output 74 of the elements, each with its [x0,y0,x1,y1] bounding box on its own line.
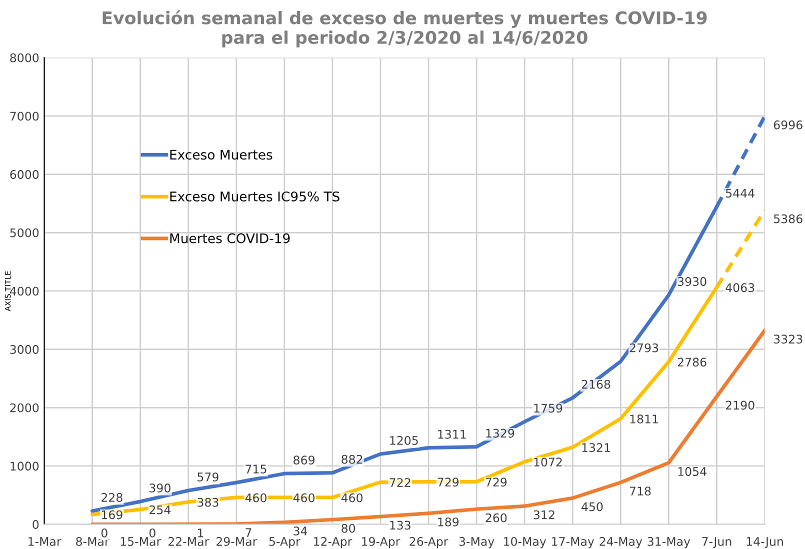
data-label: 0 [149,528,156,538]
data-label: 254 [150,505,171,514]
x-tick-label: 1-Mar [28,537,62,546]
data-label: 1 [198,528,204,538]
data-label: 718 [630,486,651,496]
x-tick-label: 15-Mar [120,537,162,546]
data-label: 189 [438,517,459,526]
data-label: 1329 [486,428,514,438]
y-tick-label: 3000 [10,345,39,354]
data-label: 460 [341,493,363,502]
data-label: 460 [245,493,266,502]
data-label: 2168 [582,380,610,389]
data-label: 729 [486,478,507,487]
data-label: 80 [342,524,356,533]
data-label: 1205 [390,436,418,445]
data-label: 6996 [774,120,802,130]
legend-label: Muertes COVID-19 [170,233,290,244]
data-label: 228 [102,492,122,502]
x-tick-label: 26-Apr [410,537,448,548]
data-label: 312 [534,510,554,520]
data-label: 1072 [534,458,562,467]
x-tick-label: 10-May [504,537,546,548]
x-tick-label: 31-May [648,537,690,548]
data-label: 869 [294,456,314,465]
data-label: 1054 [678,467,706,476]
data-label: 383 [198,498,218,507]
data-label: 7 [246,528,252,537]
data-label: 460 [293,493,315,502]
data-label: 3323 [774,334,802,344]
data-label: 3930 [678,277,706,286]
data-label: 4063 [726,283,754,292]
data-label: 729 [438,478,459,487]
x-tick-label: 5-Apr [269,537,300,548]
data-label: 169 [102,510,122,520]
data-label: 5444 [726,188,754,198]
x-tick-label: 17-May [552,537,594,548]
data-label: 579 [198,472,218,482]
data-label: 450 [582,502,603,512]
data-label: 2190 [726,400,754,410]
data-label: 1311 [438,430,466,439]
x-tick-label: 3-May [459,537,494,548]
x-tick-label: 29-Mar [216,537,258,546]
data-label: 2793 [630,343,658,352]
data-label: 133 [390,520,410,530]
data-label: 1759 [534,404,562,413]
data-label: 1811 [630,414,658,424]
data-label: 0 [101,528,108,538]
x-tick-label: 22-Mar [168,537,210,546]
data-label: 1321 [582,443,610,452]
data-label: 390 [150,484,170,492]
y-tick-label: 2000 [10,403,39,412]
x-tick-label: 7-Jun [702,537,732,548]
data-label: 34 [294,526,308,536]
data-label: 260 [486,513,507,522]
y-tick-label: 1000 [10,462,39,471]
x-tick-label: 12-Apr [314,537,352,548]
y-tick-label: 8000 [10,53,39,62]
data-label: 882 [342,454,362,464]
y-tick-label: 6000 [10,170,39,179]
data-label: 715 [246,464,266,474]
data-label: 2786 [678,358,706,367]
data-label: 722 [390,478,410,487]
y-tick-label: 5000 [10,228,39,238]
chart-title: Evolución semanal de exceso de muertes y muertes COVID-19 para el periodo 2/3/2020 al 14/6/2020 [102,10,707,48]
y-tick-label: 4000 [10,286,39,296]
x-tick-label: 8-Mar [76,537,110,546]
legend-label: Exceso Muertes [170,150,272,160]
data-label: 5386 [774,214,802,224]
x-tick-label: 19-Apr [362,537,400,548]
x-tick-label: 24-May [600,537,642,548]
x-tick-label: 14-Jun [746,537,783,548]
y-tick-label: 7000 [10,112,39,121]
legend-label: Exceso Muertes IC95% TS [170,191,340,202]
y-tick-label: 0 [32,520,39,529]
